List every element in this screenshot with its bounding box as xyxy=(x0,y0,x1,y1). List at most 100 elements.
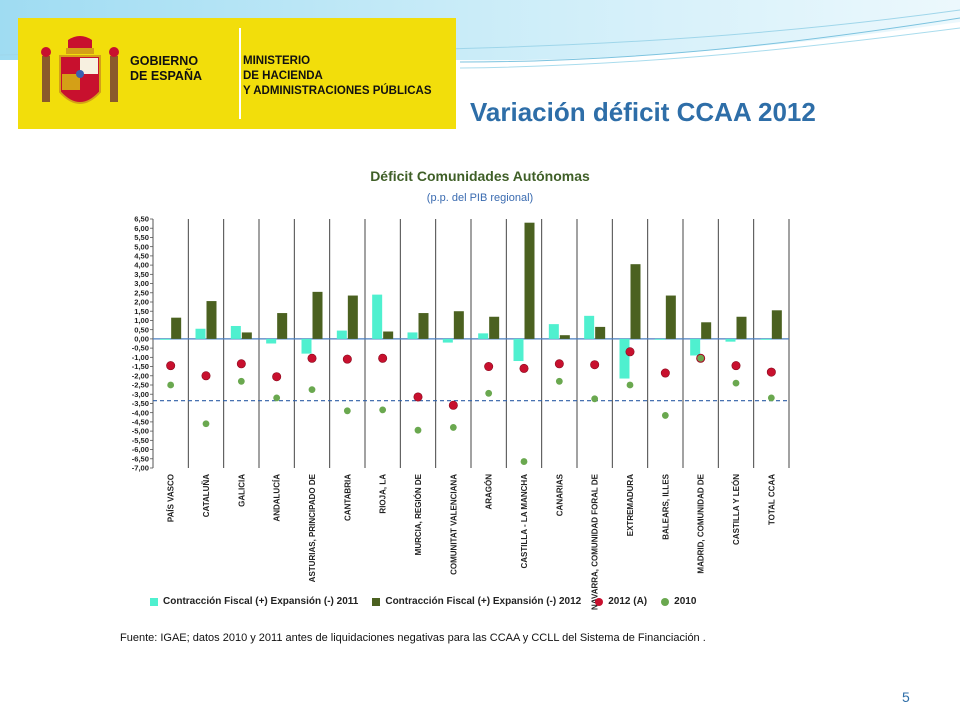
y-tick-label: 6,00 xyxy=(134,224,149,233)
source-note: Fuente: IGAE; datos 2010 y 2011 antes de… xyxy=(120,632,706,644)
y-tick-label: 3,00 xyxy=(134,279,149,288)
bar-2012 xyxy=(241,332,252,339)
bar-2012 xyxy=(312,291,323,339)
y-tick-label: 0,00 xyxy=(134,334,149,343)
bar-2011 xyxy=(160,338,171,340)
category-label: ASTURIAS, PRINCIPADO DE xyxy=(308,473,317,582)
bar-2012 xyxy=(383,331,394,339)
bar-2011 xyxy=(301,338,312,354)
bar-2012 xyxy=(665,295,676,339)
bar-2012 xyxy=(171,317,182,339)
bar-2012 xyxy=(736,316,747,339)
y-tick-label: -4,50 xyxy=(132,417,149,426)
bar-2012 xyxy=(347,295,358,339)
coat-of-arms-icon xyxy=(41,36,119,104)
category-label: BALEARS, ILLES xyxy=(661,473,670,539)
y-tick-label: -1,50 xyxy=(132,362,149,371)
category-label: CASTILLA Y LEÓN xyxy=(732,474,741,545)
point-2012a xyxy=(307,353,317,363)
ministerio-line-1: MINISTERIO xyxy=(243,55,311,67)
category-label: ANDALUCÍA xyxy=(273,474,282,522)
point-2012a xyxy=(201,371,211,381)
point-2010 xyxy=(485,389,493,397)
chart-legend: Contracción Fiscal (+) Expansión (-) 201… xyxy=(150,596,800,607)
point-2010 xyxy=(167,381,175,389)
y-tick-label: -6,00 xyxy=(132,445,149,454)
y-tick-label: 3,50 xyxy=(134,270,149,279)
slide-title: Variación déficit CCAA 2012 xyxy=(470,97,816,127)
category-label: TOTAL CCAA xyxy=(767,474,776,525)
gobierno-line-1: GOBIERNO xyxy=(130,54,199,68)
y-tick-label: 5,00 xyxy=(134,242,149,251)
ministerio-line-2: DE HACIENDA xyxy=(243,70,323,82)
bar-2012 xyxy=(277,313,288,339)
point-2012a xyxy=(236,359,246,369)
category-label: MURCIA, REGIÓN DE xyxy=(414,473,423,555)
ministerio-label: MINISTERIO DE HACIENDA Y ADMINISTRACIONE… xyxy=(243,54,432,99)
point-2012a xyxy=(554,359,564,369)
point-2012a xyxy=(625,347,635,357)
y-tick-label: -2,00 xyxy=(132,371,149,380)
y-tick-label: 2,00 xyxy=(134,298,149,307)
point-2010 xyxy=(732,379,740,387)
point-2012a xyxy=(413,392,423,402)
category-label: COMUNITAT VALENCIANA xyxy=(449,474,458,575)
point-2010 xyxy=(343,407,351,415)
y-tick-label: -4,00 xyxy=(132,408,149,417)
bar-2011 xyxy=(336,330,347,339)
y-tick-label: -3,50 xyxy=(132,399,149,408)
bar-2011 xyxy=(266,338,277,344)
bar-2012 xyxy=(489,316,500,339)
category-label: PAÍS VASCO xyxy=(167,474,176,522)
category-label: CANTABRIA xyxy=(343,474,352,521)
point-2010 xyxy=(520,458,528,465)
bar-2011 xyxy=(725,338,736,342)
point-2012a xyxy=(166,361,176,371)
point-2010 xyxy=(591,395,599,403)
y-tick-label: -7,00 xyxy=(132,464,149,473)
bar-2012 xyxy=(453,311,464,339)
bar-2012 xyxy=(771,310,782,339)
category-label: MADRID, COMUNIDAD DE xyxy=(697,473,706,573)
point-2012a xyxy=(448,400,458,410)
y-tick-label: 6,50 xyxy=(134,215,149,224)
point-2010 xyxy=(767,394,775,402)
legend-label-2011: Contracción Fiscal (+) Expansión (-) 201… xyxy=(163,596,359,607)
category-label: CANARIAS xyxy=(555,473,564,516)
legend-label-2010: 2010 xyxy=(674,596,697,607)
point-2010 xyxy=(414,426,422,434)
ministerio-line-3: Y ADMINISTRACIONES PÚBLICAS xyxy=(243,85,432,97)
legend-item-2012: Contracción Fiscal (+) Expansión (-) 201… xyxy=(372,596,581,607)
category-label: EXTREMADURA xyxy=(626,474,635,536)
bar-2011 xyxy=(690,338,701,356)
legend-item-2012a: 2012 (A) xyxy=(595,596,647,607)
bar-2012 xyxy=(630,264,641,339)
y-tick-label: -0,50 xyxy=(132,344,149,353)
bar-2012 xyxy=(206,301,217,339)
y-tick-label: -5,00 xyxy=(132,427,149,436)
bar-2011 xyxy=(372,294,383,339)
point-2010 xyxy=(449,424,457,431)
category-label: CASTILLA - LA MANCHA xyxy=(520,474,529,569)
bar-2011 xyxy=(760,338,771,340)
point-2012a xyxy=(342,354,352,364)
bar-2012 xyxy=(559,335,570,339)
y-tick-label: 5,50 xyxy=(134,233,149,242)
bar-2011 xyxy=(407,332,418,339)
point-2012a xyxy=(766,367,776,377)
point-2010 xyxy=(661,412,669,419)
bar-2011 xyxy=(478,333,489,339)
gobierno-line-2: DE ESPAÑA xyxy=(130,69,203,83)
point-2010 xyxy=(308,386,316,394)
gobierno-label: GOBIERNO DE ESPAÑA xyxy=(130,54,202,84)
y-tick-label: 0,50 xyxy=(134,325,149,334)
legend-swatch-2012 xyxy=(372,597,381,606)
bar-2011 xyxy=(230,325,241,339)
category-label: GALICIA xyxy=(237,474,246,507)
y-tick-label: -6,50 xyxy=(132,454,149,463)
point-2010 xyxy=(697,354,705,362)
y-tick-label: -3,00 xyxy=(132,390,149,399)
category-label: NAVARRA, COMUNIDAD FORAL DE xyxy=(591,473,600,610)
point-2010 xyxy=(273,394,281,402)
y-tick-label: 2,50 xyxy=(134,288,149,297)
